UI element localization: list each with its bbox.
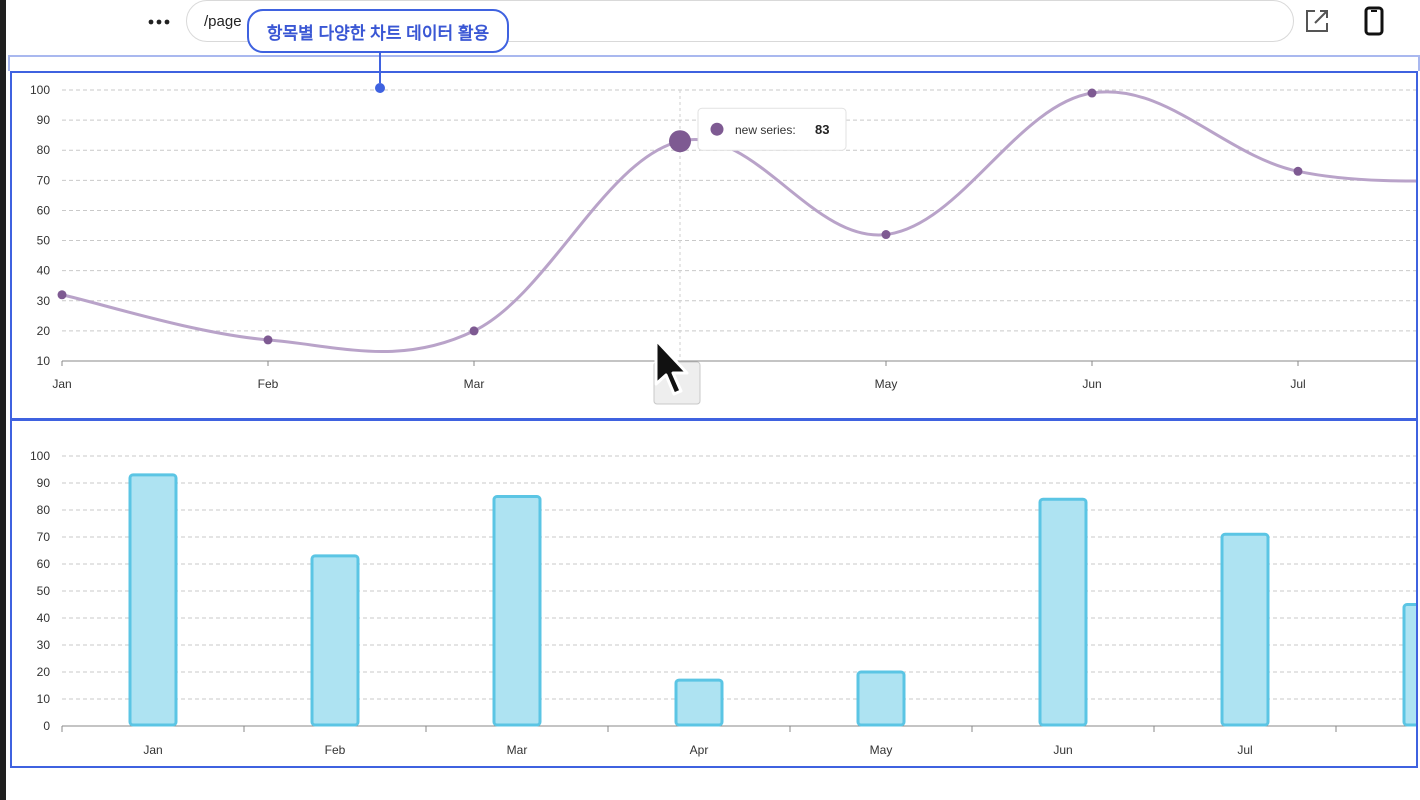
bar-chart: 0 10 20 30 40 50 60 70 80 90 100 Jan Feb Mar Apr May Jun…: [30, 449, 1416, 757]
bar: [128, 473, 178, 727]
more-horizontal-icon: [148, 19, 170, 25]
y-tick-label: 40: [37, 264, 51, 278]
more-options-button[interactable]: [146, 9, 172, 35]
x-tick-label: Feb: [325, 743, 346, 757]
x-tick-label: Jul: [1290, 377, 1305, 391]
x-tick-label: May: [875, 377, 898, 391]
tooltip-value: 83: [815, 122, 829, 137]
line-chart-panel: 102030405060708090100JanFebMarAprMayJunJ…: [10, 71, 1418, 420]
data-point: [1293, 166, 1303, 176]
y-tick-label: 90: [37, 476, 51, 490]
x-tick-label: Mar: [464, 377, 485, 391]
y-tick-label: 10: [37, 354, 51, 368]
y-tick-label: 70: [37, 173, 51, 187]
x-tick-label: Jul: [1237, 743, 1252, 757]
y-tick-label: 20: [37, 324, 51, 338]
x-tick-label: Jun: [1053, 743, 1072, 757]
y-tick-label: 90: [37, 113, 51, 127]
y-tick-label: 30: [37, 294, 51, 308]
data-point: [57, 290, 67, 300]
x-tick-label: May: [870, 743, 893, 757]
y-tick-label: 40: [37, 611, 51, 625]
y-tick-label: 50: [37, 234, 51, 248]
y-tick-label: 10: [37, 692, 51, 706]
line-chart: 102030405060708090100JanFebMarAprMayJunJ…: [30, 83, 1416, 391]
x-tick-label: Mar: [507, 743, 528, 757]
x-tick-label: Jan: [52, 377, 71, 391]
y-tick-label: 20: [37, 665, 51, 679]
mouse-cursor-icon: [653, 338, 701, 405]
bar: [1402, 603, 1416, 727]
x-tick-label: Apr: [690, 743, 709, 757]
x-tick-label: Jan: [143, 743, 162, 757]
data-point: [669, 130, 691, 153]
y-tick-label: 100: [30, 449, 50, 463]
bar: [310, 554, 360, 727]
mobile-device-icon: [1364, 6, 1384, 36]
data-point: [881, 230, 891, 240]
y-tick-label: 100: [30, 83, 50, 97]
callout-label: 항목별 다양한 차트 데이터 활용: [266, 23, 490, 43]
bar: [492, 495, 542, 727]
bar: [1038, 497, 1088, 727]
tooltip: new series: 83: [697, 107, 847, 151]
y-tick-label: 30: [37, 638, 51, 652]
tooltip-box: [697, 107, 847, 151]
y-tick-label: 80: [37, 143, 51, 157]
mobile-view-button[interactable]: [1360, 6, 1388, 36]
x-tick-label: Jun: [1082, 377, 1101, 391]
preview-frame: [8, 55, 1420, 71]
bar-chart-panel: 0 10 20 30 40 50 60 70 80 90 100 Jan Feb Mar Apr May Jun…: [10, 419, 1418, 768]
callout-anchor-dot: [375, 83, 385, 93]
tooltip-label: new series:: [735, 123, 796, 137]
annotation-callout: 항목별 다양한 차트 데이터 활용: [247, 9, 509, 53]
tooltip-swatch: [710, 122, 724, 136]
x-tick-label: Feb: [258, 377, 279, 391]
y-tick-label: 70: [37, 530, 51, 544]
y-tick-label: 0: [43, 719, 50, 733]
data-point: [1087, 88, 1097, 98]
data-point: [263, 335, 273, 345]
window-edge: [0, 0, 6, 800]
y-tick-label: 60: [37, 203, 51, 217]
open-external-icon: [1306, 10, 1328, 32]
callout-connector: [379, 53, 381, 83]
open-in-new-window-button[interactable]: [1304, 8, 1330, 34]
y-tick-label: 60: [37, 557, 51, 571]
bar: [856, 670, 906, 727]
bar: [674, 678, 724, 727]
url-text: /page: [204, 13, 242, 30]
y-tick-label: 80: [37, 503, 51, 517]
series-line: [61, 90, 1416, 353]
y-tick-label: 50: [37, 584, 51, 598]
data-point: [469, 326, 479, 336]
bar: [1220, 532, 1270, 727]
